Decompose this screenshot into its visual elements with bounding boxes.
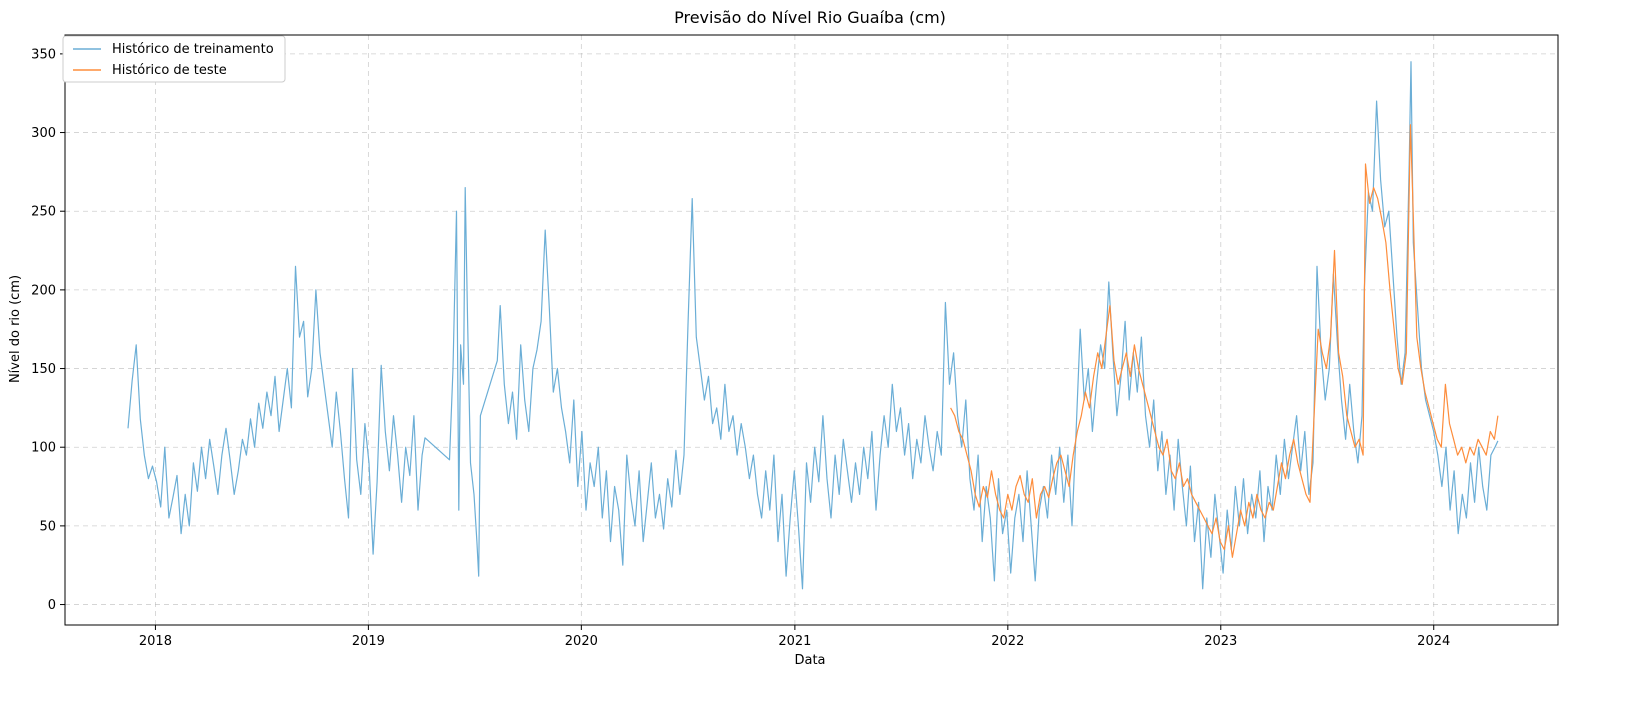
series-line-treinamento bbox=[127, 61, 1499, 590]
y-tick-label: 350 bbox=[31, 47, 56, 62]
y-axis: 0 50 100 150 200 250 300 350 bbox=[31, 47, 65, 613]
y-tick-label: 0 bbox=[48, 598, 56, 613]
series-line-teste bbox=[950, 124, 1499, 558]
legend-label-teste: Histórico de teste bbox=[112, 63, 227, 78]
plot-frame bbox=[64, 34, 1559, 626]
x-tick-label: 2019 bbox=[352, 634, 385, 649]
x-axis: 2018 2019 2020 2021 2022 2023 2024 bbox=[139, 625, 1450, 649]
series-layer bbox=[127, 61, 1499, 590]
y-tick-label: 100 bbox=[31, 441, 56, 456]
x-tick-label: 2023 bbox=[1204, 634, 1237, 649]
y-tick-label: 250 bbox=[31, 205, 56, 220]
legend: Histórico de treinamento Histórico de te… bbox=[62, 35, 286, 83]
y-tick-label: 200 bbox=[31, 283, 56, 298]
x-tick-label: 2021 bbox=[778, 634, 811, 649]
y-axis-label: Nível do rio (cm) bbox=[8, 275, 23, 383]
x-tick-label: 2020 bbox=[565, 634, 598, 649]
x-tick-label: 2022 bbox=[991, 634, 1024, 649]
grid bbox=[65, 35, 1558, 625]
y-tick-label: 300 bbox=[31, 126, 56, 141]
legend-box bbox=[62, 35, 286, 83]
x-axis-label: Data bbox=[794, 653, 825, 668]
x-tick-label: 2018 bbox=[139, 634, 172, 649]
y-tick-label: 150 bbox=[31, 362, 56, 377]
x-tick-label: 2024 bbox=[1417, 634, 1450, 649]
chart-title: Previsão do Nível Rio Guaíba (cm) bbox=[674, 8, 946, 27]
legend-label-treinamento: Histórico de treinamento bbox=[112, 42, 274, 57]
y-tick-label: 50 bbox=[39, 519, 56, 534]
